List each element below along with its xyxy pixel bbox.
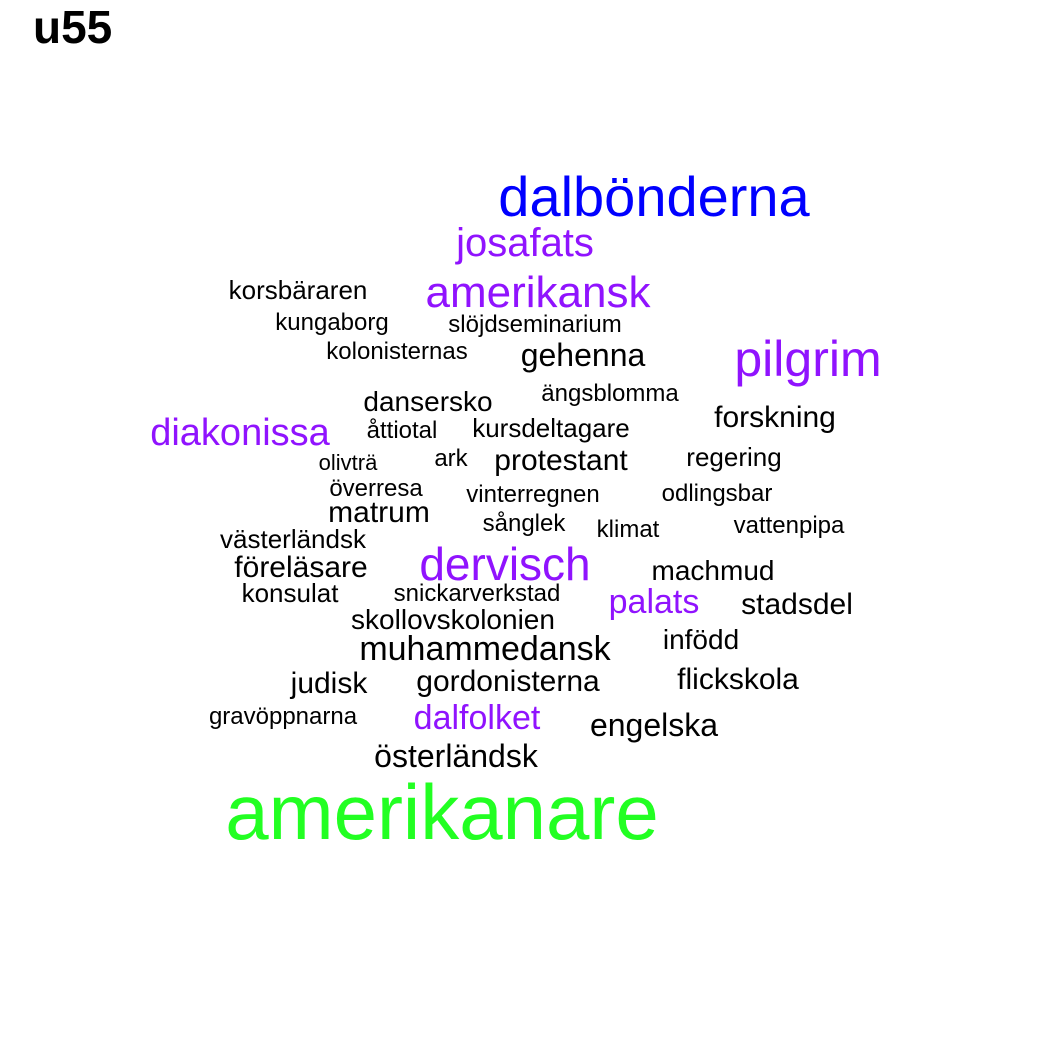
cloud-word: västerländsk xyxy=(220,524,366,554)
cloud-word: pilgrim xyxy=(734,331,882,387)
cloud-word: matrum xyxy=(328,496,430,529)
cloud-word: flickskola xyxy=(677,663,799,696)
cloud-word: regering xyxy=(686,442,782,472)
cloud-word: slöjdseminarium xyxy=(448,311,622,338)
cloud-word: dervisch xyxy=(419,538,591,590)
page-title: u55 xyxy=(33,1,113,53)
cloud-word: vinterregnen xyxy=(466,481,600,508)
cloud-word: åttiotal xyxy=(366,417,438,444)
cloud-word: engelska xyxy=(589,707,719,743)
cloud-word: gravöppnarna xyxy=(208,703,358,730)
cloud-word: amerikansk xyxy=(425,268,651,317)
cloud-word: judisk xyxy=(290,667,368,700)
cloud-word: stadsdel xyxy=(741,588,853,621)
cloud-word: sånglek xyxy=(482,510,566,537)
cloud-word: diakonissa xyxy=(150,412,330,454)
cloud-word: dalfolket xyxy=(413,699,541,737)
cloud-word: klimat xyxy=(596,516,660,543)
cloud-word: snickarverkstad xyxy=(393,580,561,607)
cloud-word: dalbönderna xyxy=(498,165,810,228)
cloud-word: forskning xyxy=(714,401,836,434)
cloud-word: korsbäraren xyxy=(228,275,368,305)
cloud-word: kursdeltagare xyxy=(472,413,630,443)
cloud-word: palats xyxy=(608,583,700,621)
cloud-word: föreläsare xyxy=(234,551,368,584)
cloud-word: muhammedansk xyxy=(359,630,611,668)
cloud-word: odlingsbar xyxy=(661,480,773,507)
cloud-word: skollovskolonien xyxy=(351,604,555,635)
cloud-word: gehenna xyxy=(520,337,646,373)
cloud-word: gordonisterna xyxy=(416,665,600,698)
cloud-word: protestant xyxy=(494,444,628,477)
cloud-word: österländsk xyxy=(374,738,538,774)
cloud-word: amerikanare xyxy=(225,768,659,856)
cloud-word: vattenpipa xyxy=(733,512,845,539)
cloud-word: ängsblomma xyxy=(541,380,679,407)
cloud-word: olivträ xyxy=(318,450,378,475)
cloud-word: machmud xyxy=(651,555,775,586)
cloud-word: kolonisternas xyxy=(326,338,468,365)
cloud-word: infödd xyxy=(662,624,740,655)
cloud-word: kungaborg xyxy=(275,309,389,336)
cloud-word: dansersko xyxy=(363,386,493,417)
cloud-word: josafats xyxy=(456,221,594,265)
cloud-word: konsulat xyxy=(241,578,339,608)
cloud-word: överresa xyxy=(329,475,423,502)
cloud-word: ark xyxy=(434,445,468,472)
